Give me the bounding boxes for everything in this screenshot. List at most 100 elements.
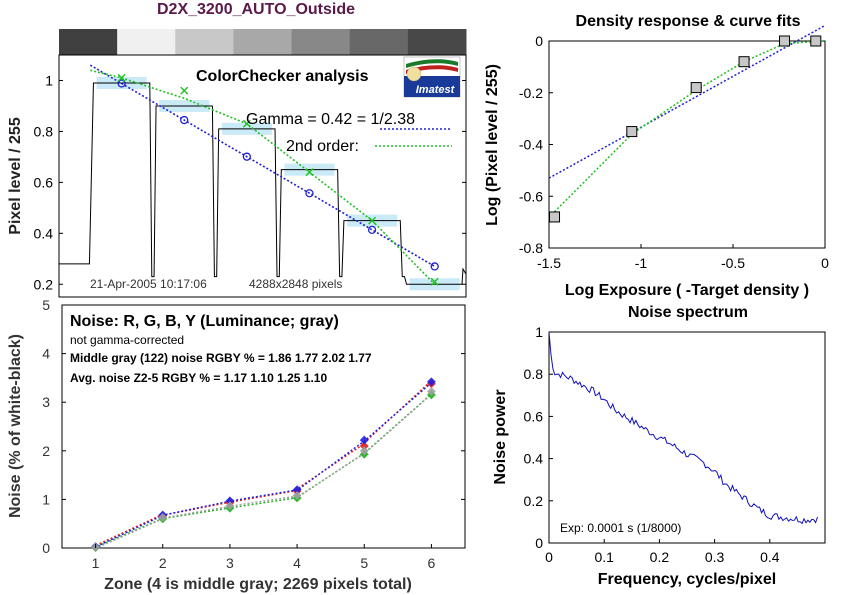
x-tick-label: 0 [545,549,553,565]
density-points [549,35,822,223]
zone-strip-patch [407,29,467,55]
y-tick-label: 1 [42,491,50,507]
gamma-marker [430,262,439,271]
y-tick-label: 0 [42,540,50,556]
spectrum-x-ticks: 0 0.1 0.2 0.3 0.4 [545,539,780,565]
footer-size: 4288x2848 pixels [249,277,342,291]
x-tick-label: 6 [428,555,436,571]
second-order-annotation: 2nd order: [286,138,359,155]
imatest-logo-text: Imatest [416,84,456,96]
zone-strip-patch [291,29,351,55]
noise-spectrum-line [548,331,818,525]
density-point [690,82,702,94]
x-tick-label: 0 [821,255,829,271]
spectrum-panel: Noise spectrum 0 0.1 0.2 0.3 0.4 00.20.40.60… [492,304,826,588]
spectrum-title: Noise spectrum [628,304,748,321]
colorchecker-markers [117,73,439,286]
zone-strip-patch [233,29,293,55]
y-tick-label: -0.2 [519,85,543,101]
density-plot-area [548,40,826,249]
density-point [810,35,822,47]
density-point [626,126,638,138]
y-tick-label: 0.8 [524,366,544,382]
noise-marker [426,387,436,396]
y-tick-label: 4 [42,346,50,362]
noise-markers [91,377,436,552]
gamma-marker [367,225,377,234]
y-tick-label: 0.4 [524,451,544,467]
spectrum-x-label: Frequency, cycles/pixel [598,571,776,588]
noise-x-ticks: 1 2 3 4 5 6 [92,544,436,571]
y-tick-label: 2 [42,443,50,459]
density-x-label: Log Exposure ( -Target density ) [565,282,809,299]
gamma-marker [305,189,314,198]
second-order-marker [305,168,314,177]
pixel-level-trace [59,82,467,285]
density-point [549,211,561,223]
noise-marker [292,491,302,500]
zone-strip-patch [59,29,118,55]
density-y-ticks: 0 -0.2 -0.4 -0.6 -0.8 [519,33,553,256]
gamma-marker [242,152,251,161]
exposure-annotation: Exp: 0.0001 s (1/8000) [560,521,681,535]
second-order-marker [117,73,126,82]
x-tick-label: 1 [92,555,100,571]
spectrum-plot-area [548,331,826,544]
noise-panel: Noise: R, G, B, Y (Luminance; gray) not … [7,297,466,593]
noise-title: Noise: R, G, B, Y (Luminance; gray) [70,313,339,330]
density-panel: Density response & curve fits -1.5 -1 -0.5… [484,13,829,299]
y-tick-label: -0.8 [519,240,543,256]
x-tick-label: 0.1 [594,549,614,565]
x-tick-label: 5 [360,555,368,571]
colorchecker-title: ColorChecker analysis [196,68,369,85]
noise-plot-area [61,304,466,549]
noise-marker [225,501,235,511]
x-tick-label: -1 [635,255,648,271]
noise-x-label: Zone (4 is middle gray; 2269 pixels tota… [104,576,412,593]
y-tick-label: -0.6 [519,188,543,204]
density-point [779,35,791,47]
density-title: Density response & curve fits [576,13,801,30]
density-y-label: Log (Pixel level / 255) [484,64,501,226]
imatest-logo: Imatest [403,56,461,98]
x-tick-label: -0.5 [721,255,745,271]
noise-y-ticks: 0 1 2 3 4 5 [42,297,465,556]
x-tick-label: 4 [293,555,301,571]
y-tick-label: 0.2 [524,493,544,509]
y-tick-label: 0 [535,535,543,551]
gamma-fit-line [89,64,436,268]
y-tick-label: 5 [42,297,50,313]
y-tick-label: 0.6 [34,174,54,190]
y-tick-label: 0.2 [34,276,54,292]
zone-strip-patch [349,29,409,55]
y-tick-label: 1 [45,72,53,88]
avg-noise: Avg. noise Z2-5 RGBY % = 1.17 1.10 1.25 … [70,371,327,385]
footer-date: 21-Apr-2005 10:17:06 [90,277,207,291]
y-tick-label: 0.4 [34,225,54,241]
second-order-marker [368,216,377,225]
y-tick-label: -0.4 [519,137,543,153]
y-tick-label: 0.8 [34,123,54,139]
y-tick-label: 0.6 [524,408,544,424]
noise-series-line [92,383,429,548]
gamma-marker [117,79,126,88]
spectrum-y-label: Noise power [492,389,509,484]
x-tick-label: 0.2 [650,549,670,565]
x-tick-label: 0.4 [760,549,780,565]
density-fit-blue [548,24,826,179]
zone-strip-patch [117,29,176,55]
second-order-marker [242,119,251,128]
gamma-marker [180,115,189,125]
noise-marker [359,446,369,456]
middle-gray-noise: Middle gray (122) noise RGBY % = 1.86 1.… [70,351,372,365]
second-order-marker [180,86,189,95]
colorchecker-plot-area [58,54,467,298]
x-tick-label: 2 [159,555,167,571]
colorchecker-y-ticks: 0.2 0.4 0.6 0.8 1 [34,72,466,292]
y-tick-label: 0 [535,33,543,49]
noise-marker [359,435,369,445]
noise-series-line [98,390,436,548]
noise-series-line [96,381,433,548]
figure-title: D2X_3200_AUTO_Outside [157,1,355,18]
